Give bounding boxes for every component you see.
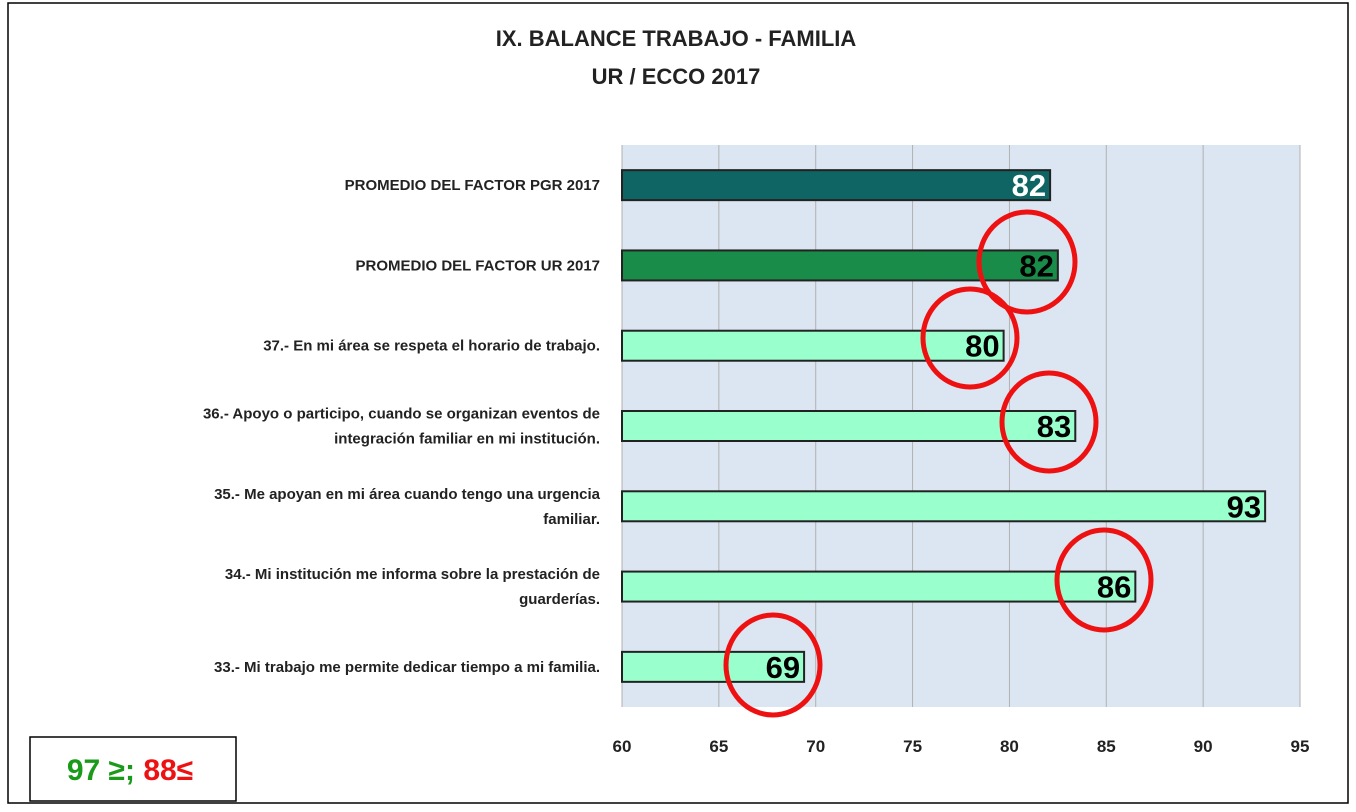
x-tick-label: 60 bbox=[613, 737, 632, 756]
bar bbox=[621, 650, 806, 683]
label-line: guarderías. bbox=[519, 591, 600, 608]
bar bbox=[621, 570, 1137, 603]
highlight-circle bbox=[999, 370, 1099, 474]
note-bad: 88≤ bbox=[143, 754, 193, 787]
plot: 60 65 70 75 80 85 90 95 82 PROMEDIO DEL FACTOR PG… bbox=[203, 145, 1309, 756]
label-line: 35.- Me apoyan en mi área cuando tengo u… bbox=[214, 486, 601, 503]
label-line: 36.- Apoyo o participo, cuando se organi… bbox=[203, 406, 600, 423]
label-line: PROMEDIO DEL FACTOR UR 2017 bbox=[356, 257, 601, 274]
y-tick-label: PROMEDIO DEL FACTOR UR 2017 bbox=[356, 257, 601, 274]
label-line: 37.- En mi área se respeta el horario de… bbox=[263, 338, 600, 355]
highlight-circle bbox=[976, 209, 1078, 315]
label-line: familiar. bbox=[543, 511, 600, 528]
chart-title: IX. BALANCE TRABAJO - FAMILIA bbox=[496, 26, 857, 51]
highlights bbox=[723, 209, 1154, 718]
y-tick-label: 37.- En mi área se respeta el horario de… bbox=[263, 338, 600, 355]
x-tick-label: 95 bbox=[1291, 737, 1310, 756]
y-tick-label: 33.- Mi trabajo me permite dedicar tiemp… bbox=[214, 659, 600, 676]
label-line: 34.- Mi institución me informa sobre la … bbox=[225, 566, 600, 583]
label-line: 33.- Mi trabajo me permite dedicar tiemp… bbox=[214, 659, 600, 676]
value-label: 82 bbox=[1019, 248, 1053, 283]
bar bbox=[621, 169, 1052, 202]
note: 97 ≥; 88≤ bbox=[67, 754, 193, 787]
label-line: integración familiar en mi institución. bbox=[334, 431, 600, 448]
y-tick-label: 35.- Me apoyan en mi área cuando tengo u… bbox=[214, 486, 601, 528]
x-tick-label: 70 bbox=[806, 737, 825, 756]
label-line: PROMEDIO DEL FACTOR PGR 2017 bbox=[345, 177, 600, 194]
highlight-circle bbox=[1054, 527, 1154, 633]
value-label: 82 bbox=[1012, 168, 1046, 203]
bar bbox=[621, 329, 1005, 362]
value-label: 93 bbox=[1227, 489, 1261, 524]
chart-subtitle: UR / ECCO 2017 bbox=[592, 64, 761, 89]
x-tick-label: 75 bbox=[903, 737, 922, 756]
value-label: 83 bbox=[1037, 409, 1071, 444]
x-tick-label: 90 bbox=[1194, 737, 1213, 756]
y-tick-label: 36.- Apoyo o participo, cuando se organi… bbox=[203, 406, 600, 448]
x-tick-label: 80 bbox=[1000, 737, 1019, 756]
value-label: 86 bbox=[1097, 570, 1131, 605]
highlight-circle bbox=[920, 286, 1020, 390]
note-good: 97 ≥; bbox=[67, 754, 135, 787]
x-tick-label: 65 bbox=[709, 737, 728, 756]
bar bbox=[621, 410, 1077, 442]
bar bbox=[621, 490, 1267, 523]
x-tick-label: 85 bbox=[1097, 737, 1116, 756]
y-tick-label: PROMEDIO DEL FACTOR PGR 2017 bbox=[345, 177, 600, 194]
y-tick-label: 34.- Mi institución me informa sobre la … bbox=[225, 566, 600, 608]
value-label: 69 bbox=[766, 650, 800, 685]
note-box bbox=[29, 736, 237, 802]
value-label: 80 bbox=[965, 329, 999, 364]
bar bbox=[621, 249, 1059, 282]
highlight-circle bbox=[723, 612, 823, 718]
